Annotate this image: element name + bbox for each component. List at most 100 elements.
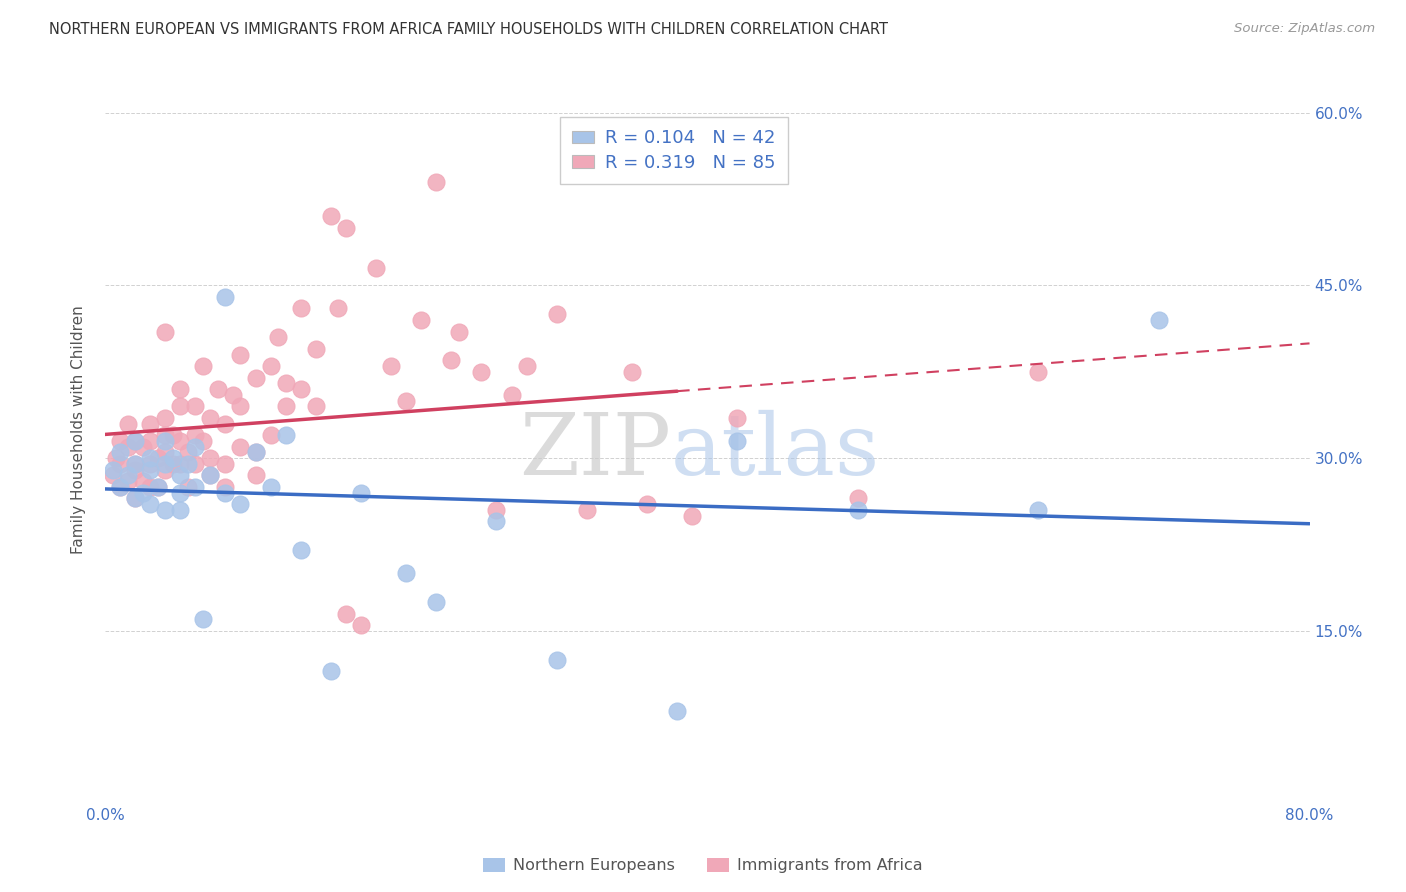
Point [117,474,139,488]
Point [177,457,200,471]
Point [155,503,177,517]
Point [516,359,538,373]
Point [546,653,568,667]
Point [124,463,146,477]
Point [104,451,127,466]
Point [214,485,236,500]
Point [117,440,139,454]
Point [139,463,162,477]
Point [200,468,222,483]
Point [575,503,598,517]
Point [229,497,252,511]
Point [335,607,357,621]
Point [666,705,689,719]
Point [117,468,139,483]
Point [274,376,297,391]
Point [245,445,267,459]
Point [380,359,402,373]
Point [139,457,162,471]
Point [200,451,222,466]
Point [1028,365,1050,379]
Legend: R = 0.104   N = 42, R = 0.319   N = 85: R = 0.104 N = 42, R = 0.319 N = 85 [560,117,787,184]
Point [124,491,146,506]
Point [395,566,418,581]
Point [274,428,297,442]
Point [725,410,748,425]
Point [290,382,312,396]
Point [214,480,236,494]
Point [139,480,162,494]
Point [146,480,169,494]
Point [162,428,184,442]
Legend: Northern Europeans, Immigrants from Africa: Northern Europeans, Immigrants from Afri… [477,851,929,880]
Point [546,307,568,321]
Point [350,618,373,632]
Point [425,595,447,609]
Point [108,480,131,494]
Point [162,457,184,471]
Point [259,359,281,373]
Point [191,612,214,626]
Point [177,480,200,494]
Point [124,457,146,471]
Point [155,410,177,425]
Point [139,451,162,466]
Point [131,485,153,500]
Point [155,434,177,448]
Point [440,353,463,368]
Point [191,434,214,448]
Point [139,434,162,448]
Point [290,301,312,316]
Point [169,457,191,471]
Point [1147,313,1170,327]
Point [1028,503,1050,517]
Point [319,664,342,678]
Point [259,480,281,494]
Point [290,543,312,558]
Text: atlas: atlas [671,410,880,493]
Point [124,434,146,448]
Point [245,468,267,483]
Point [328,301,350,316]
Point [364,261,387,276]
Point [155,325,177,339]
Point [155,445,177,459]
Point [214,457,236,471]
Point [207,382,229,396]
Point [155,428,177,442]
Point [124,434,146,448]
Point [305,342,328,356]
Point [184,457,207,471]
Point [214,290,236,304]
Y-axis label: Family Households with Children: Family Households with Children [72,305,86,554]
Point [335,220,357,235]
Point [108,480,131,494]
Point [117,417,139,431]
Point [169,485,191,500]
Point [229,440,252,454]
Point [395,393,418,408]
Point [319,210,342,224]
Text: ZIP: ZIP [519,410,671,493]
Point [447,325,470,339]
Point [245,445,267,459]
Point [101,463,124,477]
Text: Source: ZipAtlas.com: Source: ZipAtlas.com [1234,22,1375,36]
Point [184,400,207,414]
Point [131,474,153,488]
Point [222,388,245,402]
Point [155,457,177,471]
Point [214,417,236,431]
Point [184,428,207,442]
Point [169,382,191,396]
Point [200,410,222,425]
Point [681,508,703,523]
Point [184,480,207,494]
Point [169,434,191,448]
Point [636,497,658,511]
Point [169,400,191,414]
Point [725,434,748,448]
Point [259,428,281,442]
Point [162,451,184,466]
Point [846,491,869,506]
